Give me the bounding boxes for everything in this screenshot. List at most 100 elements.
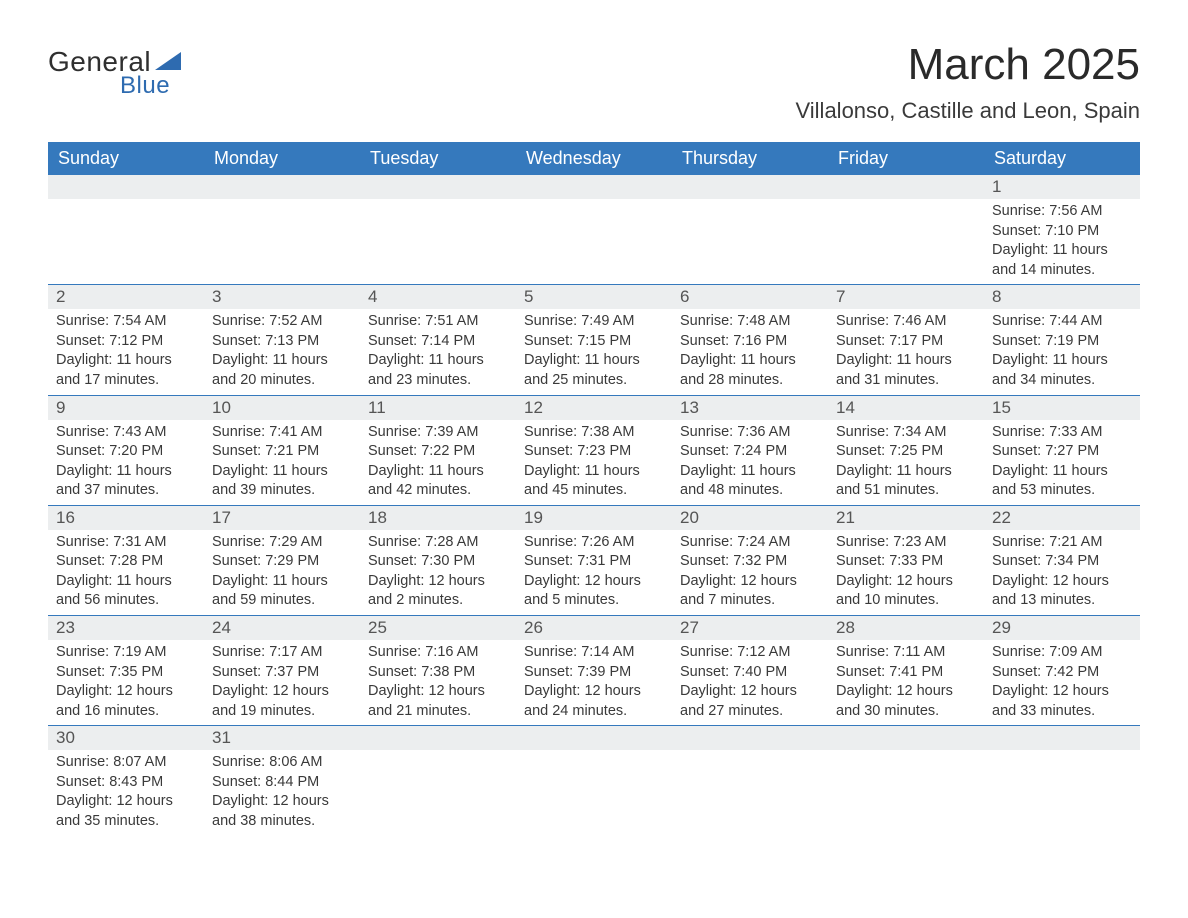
day-sunset: Sunset: 7:16 PM [680,332,820,352]
month-title: March 2025 [796,40,1141,90]
day-body: Sunrise: 7:54 AMSunset: 7:12 PMDaylight:… [48,309,204,394]
day-number: 29 [984,616,1140,640]
day-number [204,175,360,199]
day-day1: Daylight: 11 hours [836,351,976,371]
day-cell: 26Sunrise: 7:14 AMSunset: 7:39 PMDayligh… [516,616,672,725]
location: Villalonso, Castille and Leon, Spain [796,98,1141,124]
day-body: Sunrise: 7:16 AMSunset: 7:38 PMDaylight:… [360,640,516,725]
day-number [48,175,204,199]
day-sunset: Sunset: 7:21 PM [212,442,352,462]
day-day2: and 24 minutes. [524,702,664,722]
day-day2: and 34 minutes. [992,371,1132,391]
logo: General Blue [48,40,181,100]
day-body: Sunrise: 7:33 AMSunset: 7:27 PMDaylight:… [984,420,1140,505]
day-body: Sunrise: 7:44 AMSunset: 7:19 PMDaylight:… [984,309,1140,394]
day-day2: and 42 minutes. [368,481,508,501]
title-block: March 2025 Villalonso, Castille and Leon… [796,40,1141,124]
day-body: Sunrise: 7:24 AMSunset: 7:32 PMDaylight:… [672,530,828,615]
day-number: 22 [984,506,1140,530]
day-sunrise: Sunrise: 7:43 AM [56,423,196,443]
day-sunrise: Sunrise: 7:41 AM [212,423,352,443]
day-body: Sunrise: 8:07 AMSunset: 8:43 PMDaylight:… [48,750,204,835]
day-cell: 18Sunrise: 7:28 AMSunset: 7:30 PMDayligh… [360,506,516,615]
day-sunrise: Sunrise: 7:49 AM [524,312,664,332]
day-sunrise: Sunrise: 7:44 AM [992,312,1132,332]
day-cell [672,726,828,835]
day-sunrise: Sunrise: 7:21 AM [992,533,1132,553]
day-number: 13 [672,396,828,420]
day-day1: Daylight: 11 hours [992,351,1132,371]
day-sunrise: Sunrise: 7:16 AM [368,643,508,663]
day-sunrise: Sunrise: 7:33 AM [992,423,1132,443]
day-sunrise: Sunrise: 7:14 AM [524,643,664,663]
day-cell: 31Sunrise: 8:06 AMSunset: 8:44 PMDayligh… [204,726,360,835]
day-day1: Daylight: 11 hours [992,462,1132,482]
day-sunset: Sunset: 7:13 PM [212,332,352,352]
day-day1: Daylight: 12 hours [524,572,664,592]
day-number: 5 [516,285,672,309]
day-cell: 3Sunrise: 7:52 AMSunset: 7:13 PMDaylight… [204,285,360,394]
day-body: Sunrise: 7:34 AMSunset: 7:25 PMDaylight:… [828,420,984,505]
day-day1: Daylight: 12 hours [212,682,352,702]
day-cell [828,726,984,835]
day-number: 18 [360,506,516,530]
day-body: Sunrise: 7:14 AMSunset: 7:39 PMDaylight:… [516,640,672,725]
day-body: Sunrise: 7:56 AMSunset: 7:10 PMDaylight:… [984,199,1140,284]
day-sunset: Sunset: 7:22 PM [368,442,508,462]
day-sunset: Sunset: 7:39 PM [524,663,664,683]
day-number: 28 [828,616,984,640]
day-day2: and 59 minutes. [212,591,352,611]
day-cell: 16Sunrise: 7:31 AMSunset: 7:28 PMDayligh… [48,506,204,615]
day-sunrise: Sunrise: 7:52 AM [212,312,352,332]
day-sunrise: Sunrise: 7:39 AM [368,423,508,443]
day-number: 8 [984,285,1140,309]
day-day2: and 5 minutes. [524,591,664,611]
day-cell: 2Sunrise: 7:54 AMSunset: 7:12 PMDaylight… [48,285,204,394]
day-sunrise: Sunrise: 7:38 AM [524,423,664,443]
day-day1: Daylight: 12 hours [212,792,352,812]
day-number: 26 [516,616,672,640]
day-body: Sunrise: 7:31 AMSunset: 7:28 PMDaylight:… [48,530,204,615]
day-sunset: Sunset: 7:32 PM [680,552,820,572]
day-day1: Daylight: 12 hours [368,572,508,592]
day-body: Sunrise: 7:19 AMSunset: 7:35 PMDaylight:… [48,640,204,725]
dow-monday: Monday [204,142,360,175]
day-cell: 6Sunrise: 7:48 AMSunset: 7:16 PMDaylight… [672,285,828,394]
day-body: Sunrise: 8:06 AMSunset: 8:44 PMDaylight:… [204,750,360,835]
day-day1: Daylight: 11 hours [680,351,820,371]
day-day1: Daylight: 11 hours [836,462,976,482]
day-day2: and 28 minutes. [680,371,820,391]
day-day1: Daylight: 11 hours [56,351,196,371]
day-day1: Daylight: 12 hours [992,682,1132,702]
day-day1: Daylight: 12 hours [992,572,1132,592]
day-body: Sunrise: 7:36 AMSunset: 7:24 PMDaylight:… [672,420,828,505]
day-sunrise: Sunrise: 7:12 AM [680,643,820,663]
day-number [828,175,984,199]
week-row: 30Sunrise: 8:07 AMSunset: 8:43 PMDayligh… [48,725,1140,835]
day-sunrise: Sunrise: 7:24 AM [680,533,820,553]
day-day2: and 2 minutes. [368,591,508,611]
day-sunset: Sunset: 7:27 PM [992,442,1132,462]
day-cell [672,175,828,284]
day-day1: Daylight: 11 hours [992,241,1132,261]
day-sunset: Sunset: 7:15 PM [524,332,664,352]
day-day1: Daylight: 11 hours [56,462,196,482]
day-sunrise: Sunrise: 7:54 AM [56,312,196,332]
day-cell: 8Sunrise: 7:44 AMSunset: 7:19 PMDaylight… [984,285,1140,394]
day-day2: and 48 minutes. [680,481,820,501]
day-sunset: Sunset: 7:25 PM [836,442,976,462]
day-number: 3 [204,285,360,309]
day-body: Sunrise: 7:39 AMSunset: 7:22 PMDaylight:… [360,420,516,505]
day-body: Sunrise: 7:26 AMSunset: 7:31 PMDaylight:… [516,530,672,615]
day-number: 10 [204,396,360,420]
day-day1: Daylight: 12 hours [680,682,820,702]
day-number: 9 [48,396,204,420]
day-number: 15 [984,396,1140,420]
week-row: 1Sunrise: 7:56 AMSunset: 7:10 PMDaylight… [48,175,1140,284]
day-cell [204,175,360,284]
header: General Blue March 2025 Villalonso, Cast… [48,40,1140,124]
day-day2: and 27 minutes. [680,702,820,722]
day-sunrise: Sunrise: 7:51 AM [368,312,508,332]
day-day1: Daylight: 12 hours [680,572,820,592]
day-sunset: Sunset: 8:44 PM [212,773,352,793]
